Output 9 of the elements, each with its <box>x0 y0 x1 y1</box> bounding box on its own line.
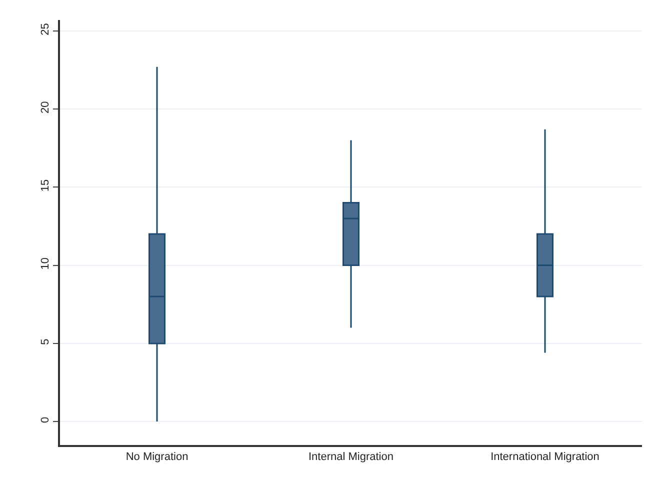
y-tick-label: 0 <box>40 416 52 423</box>
y-tick-label: 15 <box>40 179 52 192</box>
x-tick-label: No Migration <box>126 451 188 464</box>
y-tick-label: 25 <box>40 23 52 36</box>
x-tick-label: Internal Migration <box>308 451 394 464</box>
y-tick-label: 10 <box>40 258 52 270</box>
y-tick-label: 5 <box>40 338 52 345</box>
x-tick-label: International Migration <box>490 451 600 464</box>
y-tick-label: 20 <box>40 101 52 114</box>
